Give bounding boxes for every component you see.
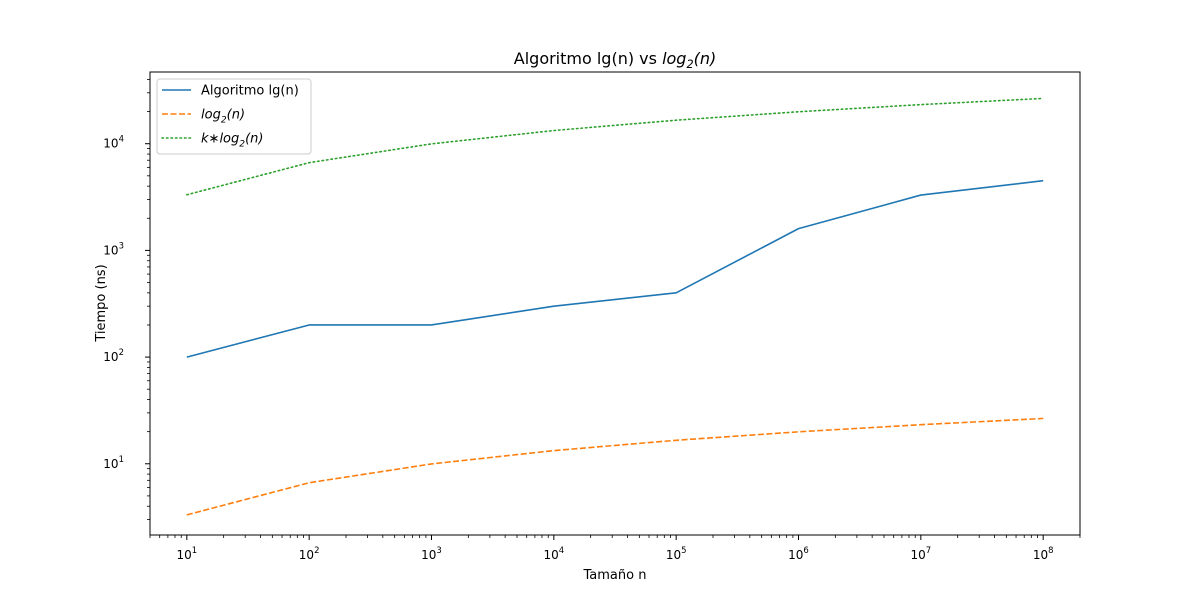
chart-title: Algoritmo lg(n) vs log2(n) — [514, 49, 716, 71]
series-line-3 — [186, 97, 1044, 196]
legend-label-3: k∗log2(n) — [201, 132, 263, 150]
series-line-1 — [186, 179, 1044, 358]
x-tick-label: 102 — [299, 546, 320, 562]
legend-label-1: Algoritmo lg(n) — [201, 84, 299, 99]
legend-label-2: log2(n) — [201, 108, 245, 126]
x-axis-ticks: 101 102 103 104 105 106 107 108 — [149, 535, 1081, 562]
y-tick-label: 101 — [103, 455, 124, 471]
series-line-2 — [186, 417, 1044, 516]
legend-box — [156, 78, 312, 155]
y-tick-label: 104 — [103, 135, 124, 151]
x-tick-label: 101 — [176, 546, 197, 562]
x-tick-label: 107 — [910, 546, 931, 562]
plot-lines — [186, 97, 1044, 516]
y-tick-label: 103 — [103, 241, 124, 257]
x-tick-label: 103 — [421, 546, 442, 562]
x-tick-label: 104 — [543, 546, 564, 562]
plot-frame — [149, 71, 1081, 536]
x-tick-label: 105 — [666, 546, 687, 562]
y-axis-title: Tiempo (ns) — [94, 264, 109, 342]
y-tick-label: 102 — [103, 348, 124, 364]
y-axis-ticks: 101 102 103 104 — [103, 79, 150, 520]
x-tick-label: 106 — [788, 546, 809, 562]
x-tick-label: 108 — [1033, 546, 1054, 562]
x-axis-title: Tamaño n — [583, 568, 647, 583]
legend: Algoritmo lg(n) log2(n) k∗log2(n) — [156, 78, 312, 155]
